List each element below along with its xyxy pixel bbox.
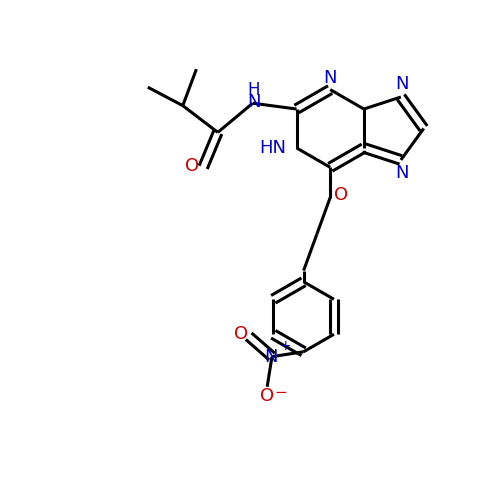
Text: O: O — [334, 186, 348, 204]
Text: N: N — [324, 70, 337, 87]
Text: N: N — [395, 164, 408, 182]
Text: N: N — [247, 93, 260, 111]
Text: N: N — [264, 348, 278, 366]
Text: H: H — [248, 81, 260, 99]
Text: O: O — [234, 325, 248, 343]
Text: HN: HN — [260, 139, 286, 157]
Text: −: − — [274, 385, 287, 400]
Text: O: O — [186, 158, 200, 176]
Text: +: + — [280, 339, 291, 353]
Text: N: N — [395, 76, 408, 94]
Text: O: O — [260, 386, 274, 404]
